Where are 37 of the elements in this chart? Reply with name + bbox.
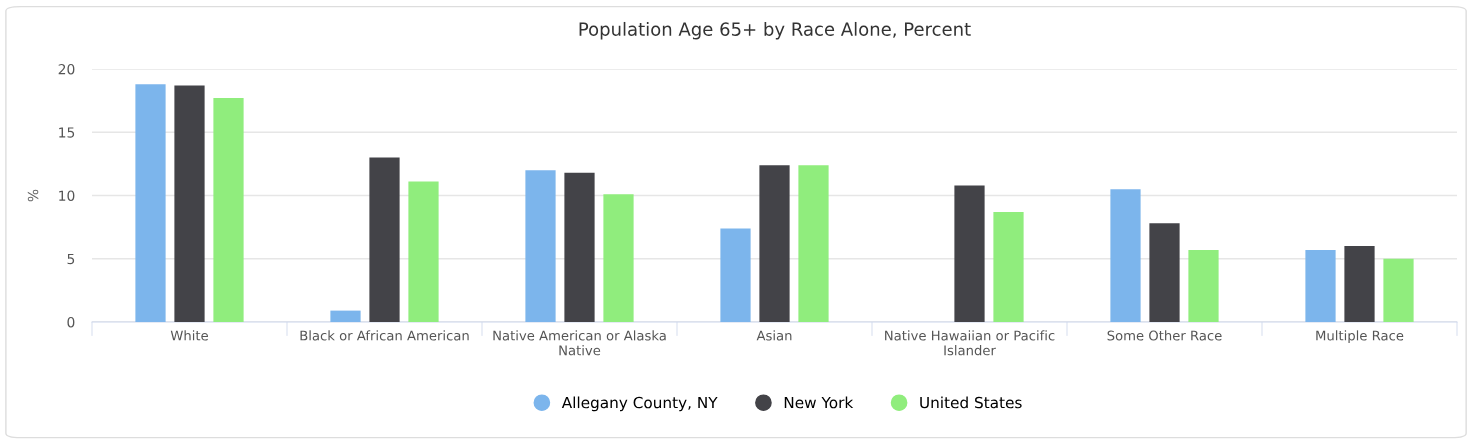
bar [174, 85, 205, 322]
chart-title: Population Age 65+ by Race Alone, Percent [579, 21, 971, 40]
bar [369, 157, 400, 322]
bar [330, 310, 361, 322]
x-tick-label: Some Other Race [1107, 330, 1222, 341]
y-tick-label: 15 [59, 127, 75, 138]
y-tick-label: 5 [67, 253, 75, 265]
y-tick-label: 10 [59, 190, 75, 201]
bar [759, 165, 790, 322]
x-tick-label: Native Hawaiian or Pacific Islander [885, 330, 1055, 356]
y-axis-title: % [27, 189, 39, 202]
legend-label: United States [920, 396, 1022, 409]
legend-label: New York [784, 396, 854, 409]
bar [1188, 249, 1219, 322]
bar [993, 211, 1024, 322]
bar [135, 84, 166, 322]
bar [1344, 246, 1375, 322]
bar [408, 181, 439, 322]
bar [798, 165, 829, 322]
x-tick-label: Multiple Race [1316, 330, 1404, 344]
bar [525, 170, 556, 322]
bar [1305, 249, 1336, 322]
bar [213, 98, 244, 322]
bar [564, 172, 595, 322]
bar [1383, 258, 1414, 322]
bar [1149, 223, 1180, 322]
x-tick-label: White [170, 330, 208, 341]
y-tick-label: 20 [58, 63, 75, 75]
x-tick-label: Asian [756, 330, 792, 341]
bar [954, 185, 985, 322]
x-tick-label: Black or African American [300, 330, 469, 341]
bar [1110, 189, 1141, 322]
x-tick-label: Native American or Alaska Native [493, 330, 666, 356]
y-tick-label: 0 [67, 316, 75, 328]
bar [603, 194, 634, 322]
bar [720, 228, 751, 322]
legend-label: Allegany County, NY [561, 396, 718, 412]
